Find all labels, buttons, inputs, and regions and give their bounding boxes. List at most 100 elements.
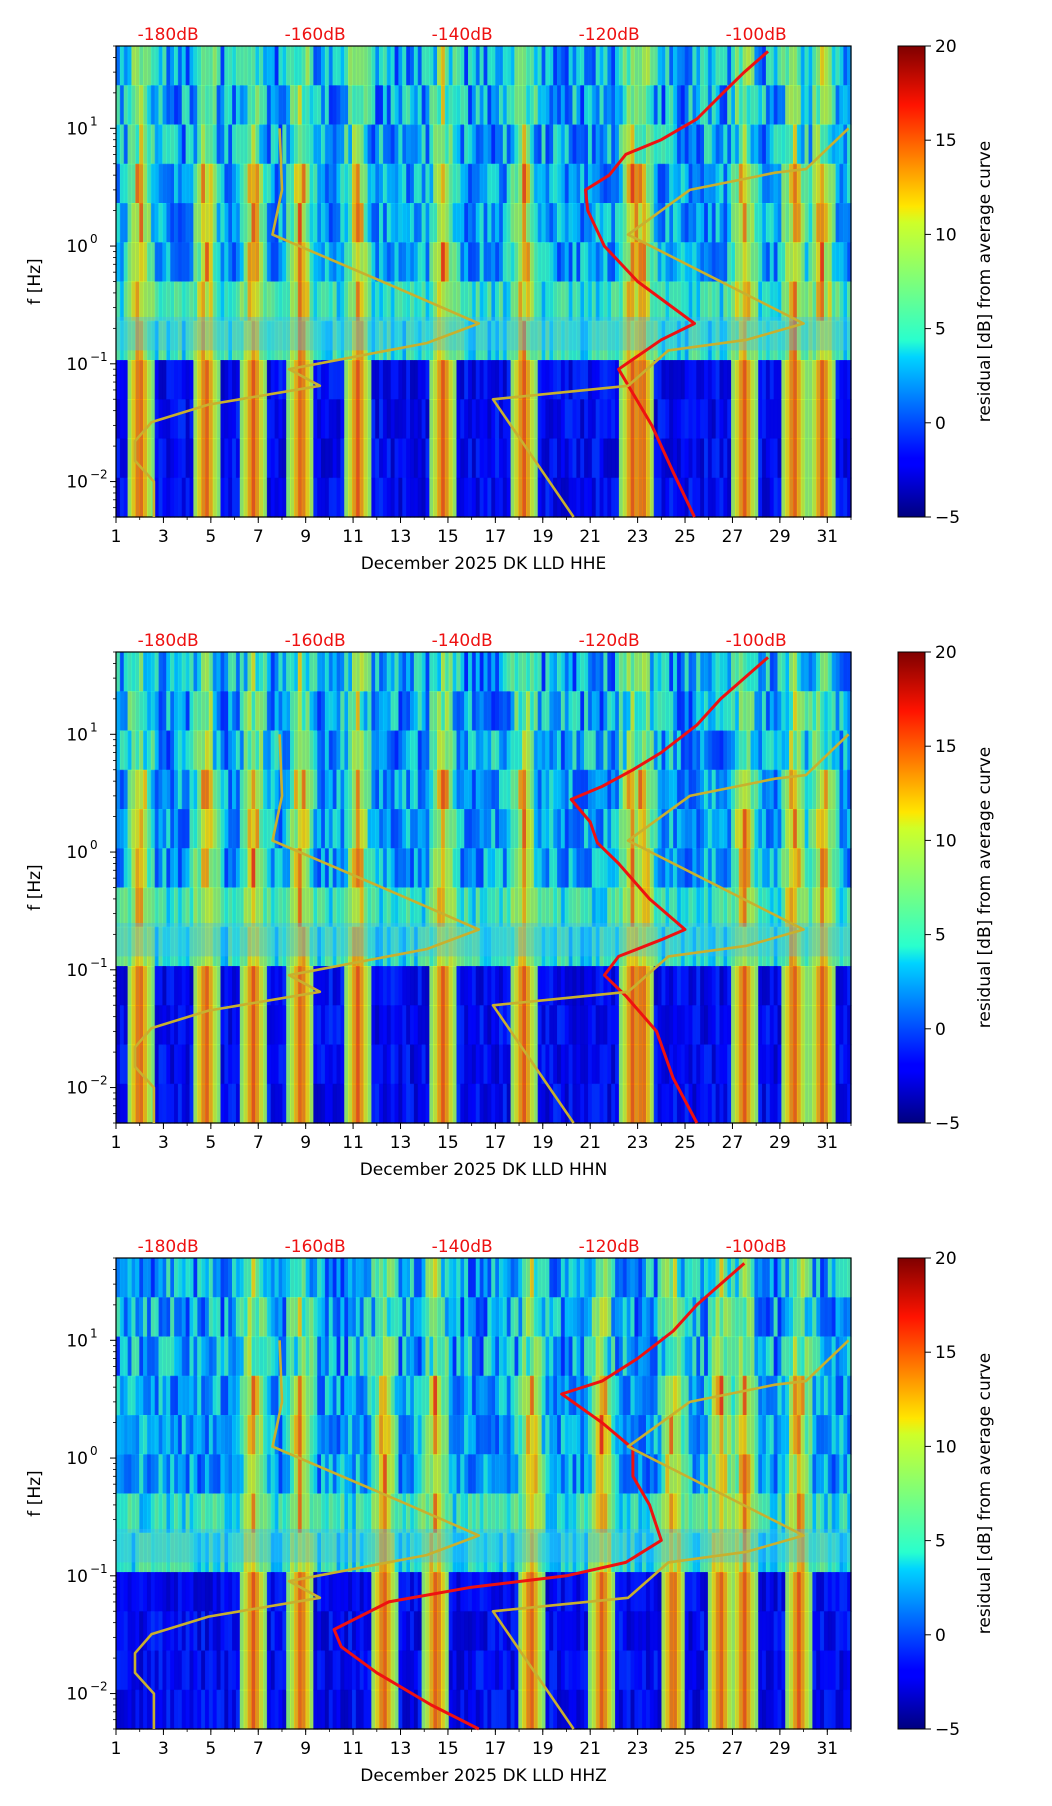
heatmap-cell	[386, 926, 392, 967]
heatmap-cell	[437, 163, 442, 204]
x-tick-label: 29	[769, 1133, 791, 1153]
heatmap-cell	[429, 85, 434, 126]
heatmap-cell	[688, 652, 693, 692]
heatmap-cell	[707, 360, 713, 400]
colorbar-tick-label: 15	[935, 737, 957, 757]
heatmap-cell	[738, 242, 744, 283]
heatmap-cell	[146, 1650, 152, 1691]
heatmap-cell	[297, 769, 303, 810]
heatmap-cell	[754, 360, 759, 400]
heatmap-cell	[119, 1650, 125, 1691]
heatmap-cell	[595, 730, 601, 771]
heatmap-cell	[224, 1005, 229, 1046]
heatmap-cell	[382, 730, 388, 771]
heatmap-cell	[479, 477, 485, 518]
heatmap-cell	[282, 966, 287, 1006]
heatmap-cell	[545, 399, 550, 440]
heatmap-cell	[823, 769, 829, 810]
heatmap-cell	[630, 691, 635, 732]
heatmap-cell	[537, 360, 543, 400]
heatmap-cell	[398, 1005, 403, 1046]
heatmap-cell	[568, 399, 574, 440]
heatmap-cell	[162, 242, 167, 283]
heatmap-cell	[154, 809, 160, 849]
heatmap-cell	[789, 769, 794, 810]
x-tick-label: 1	[111, 527, 122, 547]
heatmap-cell	[518, 1044, 523, 1085]
heatmap-cell	[758, 320, 763, 361]
heatmap-cell	[587, 926, 593, 967]
heatmap-cell	[510, 85, 516, 126]
heatmap-cell	[645, 242, 651, 283]
heatmap-cell	[139, 320, 144, 361]
heatmap-cell	[642, 652, 647, 692]
heatmap-cell	[843, 124, 848, 165]
heatmap-cell	[522, 1005, 527, 1046]
heatmap-cell	[839, 730, 844, 771]
heatmap-cell	[386, 887, 392, 928]
heatmap-cell	[731, 203, 736, 243]
heatmap-cell	[367, 691, 372, 732]
heatmap-cell	[154, 242, 160, 283]
heatmap-cell	[440, 242, 446, 283]
heatmap-cell	[340, 242, 345, 283]
heatmap-cell	[464, 124, 469, 165]
heatmap-cell	[645, 1044, 651, 1085]
heatmap-cell	[464, 477, 469, 518]
heatmap-cell	[483, 1005, 488, 1046]
heatmap-cell	[154, 1336, 160, 1377]
heatmap-cell	[181, 769, 187, 810]
heatmap-cell	[255, 124, 260, 165]
heatmap-cell	[119, 320, 125, 361]
heatmap-cell	[131, 242, 136, 283]
heatmap-cell	[669, 281, 674, 322]
heatmap-cell	[653, 242, 659, 283]
heatmap-cell	[317, 399, 322, 440]
heatmap-cell	[309, 1005, 314, 1046]
heatmap-cell	[247, 926, 252, 967]
heatmap-cell	[444, 360, 450, 400]
heatmap-cell	[564, 438, 570, 479]
heatmap-cell	[440, 730, 446, 771]
heatmap-cell	[576, 124, 581, 165]
heatmap-cell	[529, 966, 535, 1006]
heatmap-cell	[812, 887, 817, 928]
heatmap-cell	[762, 887, 767, 928]
heatmap-cell	[758, 848, 763, 889]
heatmap-cell	[448, 1005, 454, 1046]
heatmap-cell	[162, 1297, 167, 1338]
heatmap-cell	[131, 1083, 136, 1124]
heatmap-cell	[626, 809, 632, 849]
heatmap-cell	[189, 809, 194, 849]
heatmap-cell	[696, 1083, 701, 1124]
heatmap-cell	[135, 163, 140, 204]
heatmap-cell	[545, 320, 550, 361]
heatmap-cell	[359, 730, 365, 771]
heatmap-cell	[560, 1005, 566, 1046]
heatmap-cell	[464, 85, 469, 126]
heatmap-cell	[487, 887, 492, 928]
heatmap-cell	[723, 1083, 728, 1124]
heatmap-cell	[734, 769, 740, 810]
heatmap-cell	[166, 1044, 171, 1085]
heatmap-cell	[394, 85, 399, 126]
heatmap-cell	[839, 1083, 844, 1124]
x-tick-label: 5	[205, 1133, 216, 1153]
heatmap-cell	[228, 887, 233, 928]
heatmap-cell	[351, 769, 357, 810]
heatmap-cell	[174, 730, 179, 771]
heatmap-cell	[375, 124, 380, 165]
heatmap-cell	[228, 966, 233, 1006]
heatmap-cell	[243, 1083, 249, 1124]
heatmap-cell	[293, 163, 299, 204]
heatmap-cell	[657, 769, 663, 810]
heatmap-cell	[189, 848, 194, 889]
heatmap-cell	[835, 1005, 840, 1046]
heatmap-cell	[379, 926, 384, 967]
heatmap-cell	[576, 46, 581, 86]
heatmap-cell	[150, 360, 156, 400]
heatmap-cell	[762, 281, 767, 322]
colorbar-tick-label: 10	[935, 225, 957, 245]
heatmap-cell	[162, 360, 167, 400]
